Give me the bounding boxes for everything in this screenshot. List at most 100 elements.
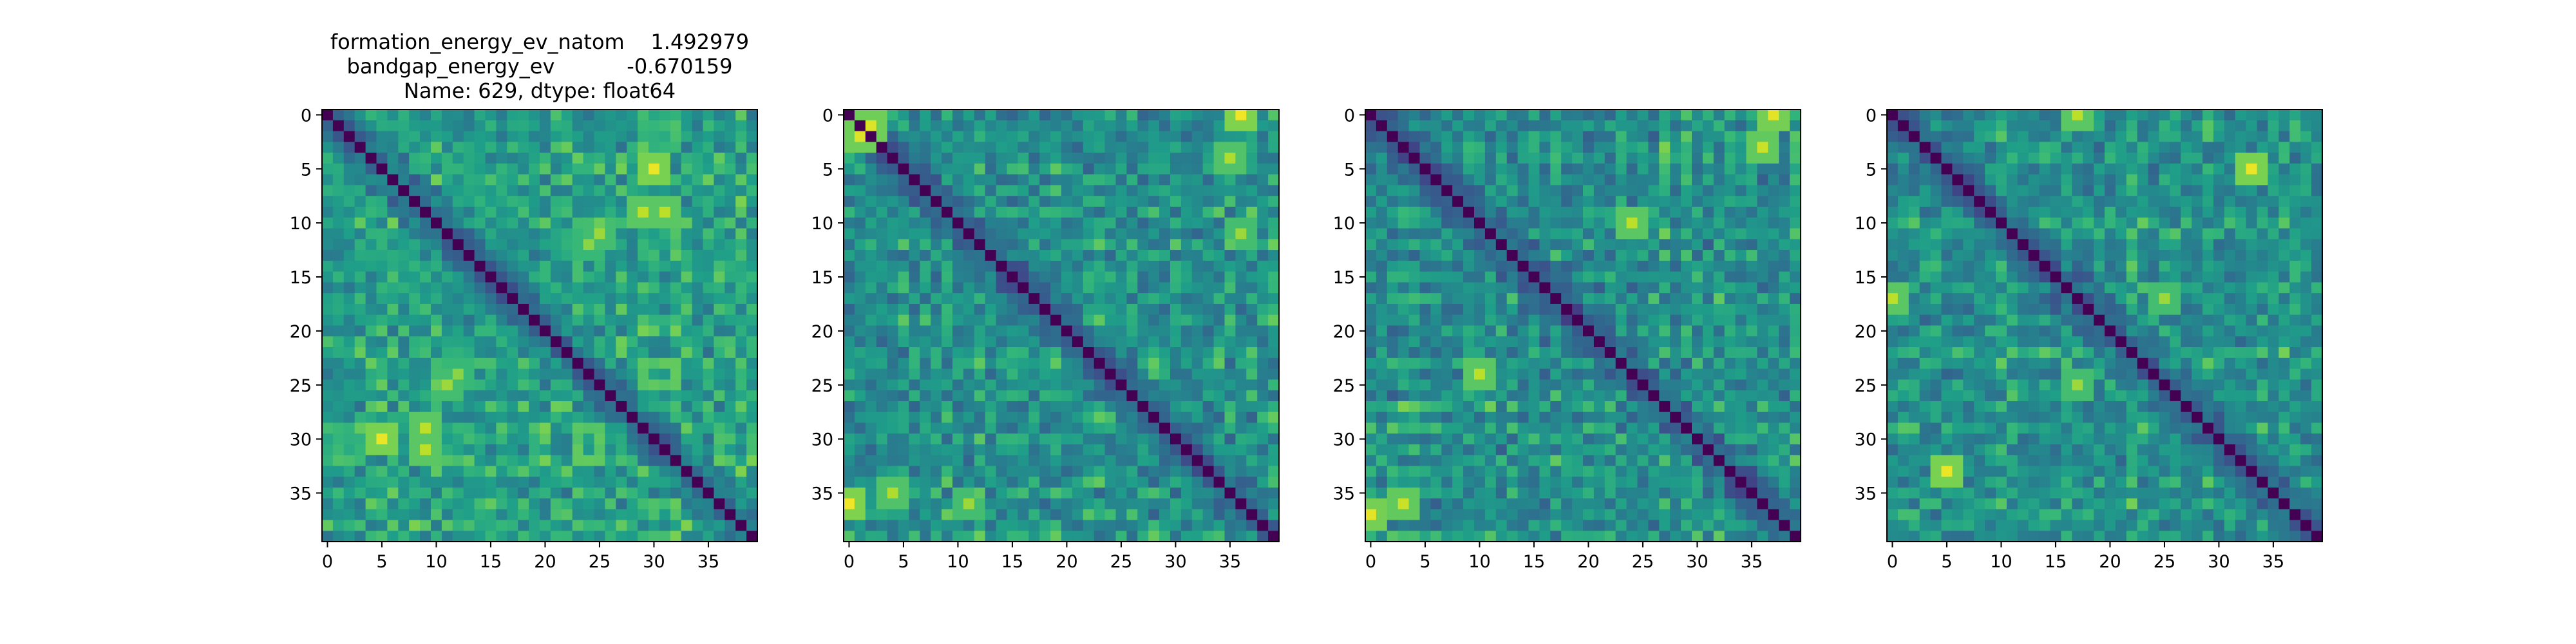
heatmap-cell xyxy=(1430,206,1442,218)
heatmap-cell xyxy=(1148,282,1160,294)
heatmap-cell xyxy=(1137,142,1149,153)
heatmap-cell xyxy=(1517,531,1530,542)
heatmap-cell xyxy=(659,379,671,391)
heatmap-cell xyxy=(1268,293,1280,305)
heatmap-cell xyxy=(1387,206,1399,218)
heatmap-cell xyxy=(1681,228,1692,240)
heatmap-cell xyxy=(1484,314,1497,327)
heatmap-cell xyxy=(2105,120,2116,132)
heatmap-cell xyxy=(1137,531,1149,542)
heatmap-cell xyxy=(1452,142,1464,153)
heatmap-cell xyxy=(1159,368,1171,380)
heatmap-cell xyxy=(354,466,366,477)
heatmap-cell xyxy=(1572,422,1584,434)
heatmap-cell xyxy=(1137,153,1149,164)
heatmap-cell xyxy=(1397,174,1410,186)
heatmap-cell xyxy=(1441,196,1453,207)
heatmap-cell xyxy=(649,390,660,402)
heatmap-cell xyxy=(1702,153,1714,164)
heatmap-cell xyxy=(1484,488,1497,499)
heatmap-cell xyxy=(1713,520,1725,531)
heatmap-cell xyxy=(1724,282,1736,294)
heatmap-cell xyxy=(387,422,399,434)
heatmap-cell xyxy=(1441,314,1453,327)
heatmap-cell xyxy=(463,455,475,467)
heatmap-cell xyxy=(1659,196,1671,207)
heatmap-cell xyxy=(529,422,540,434)
heatmap-cell xyxy=(561,488,573,499)
heatmap-cell xyxy=(1376,401,1388,413)
heatmap-cell xyxy=(1419,250,1431,261)
heatmap-cell xyxy=(692,185,704,196)
heatmap-cell xyxy=(996,325,1008,337)
heatmap-cell xyxy=(398,120,410,132)
heatmap-cell xyxy=(343,477,355,488)
heatmap-cell xyxy=(1528,433,1540,445)
heatmap-cell xyxy=(844,239,855,251)
heatmap-cell xyxy=(1018,477,1029,488)
heatmap-cell xyxy=(974,293,986,305)
heatmap-cell xyxy=(594,174,605,186)
heatmap-cell xyxy=(518,303,529,316)
heatmap-cell xyxy=(1430,488,1442,499)
heatmap-cell xyxy=(1506,357,1519,370)
heatmap-cell xyxy=(540,488,551,499)
heatmap-cell xyxy=(931,260,942,272)
heatmap-cell xyxy=(1028,206,1040,218)
heatmap-cell xyxy=(931,282,942,294)
heatmap-cell xyxy=(649,325,660,337)
heatmap-cell xyxy=(1648,293,1660,305)
heatmap-cell xyxy=(1474,153,1486,164)
heatmap-cell xyxy=(1170,509,1182,521)
heatmap-cell xyxy=(844,412,855,424)
heatmap-cell xyxy=(1235,498,1247,510)
heatmap-cell xyxy=(441,347,453,359)
heatmap-cell xyxy=(1180,520,1193,531)
heatmap-cell xyxy=(2017,120,2029,132)
heatmap-cell xyxy=(1246,347,1258,359)
heatmap-cell xyxy=(1007,217,1018,229)
heatmap-cell xyxy=(1604,239,1616,251)
heatmap-cell xyxy=(1583,520,1595,531)
heatmap-cell xyxy=(332,347,345,359)
heatmap-cell xyxy=(594,271,605,283)
heatmap-cell xyxy=(627,153,638,164)
heatmap-cell xyxy=(1365,520,1377,531)
heatmap-cell xyxy=(2050,109,2061,121)
heatmap-cell xyxy=(365,185,377,196)
heatmap-cell xyxy=(898,206,909,218)
heatmap-cell xyxy=(332,142,345,153)
heatmap-cell xyxy=(985,120,997,132)
heatmap-cell xyxy=(1506,303,1519,316)
heatmap-cell xyxy=(1115,379,1127,391)
heatmap-cell xyxy=(376,477,388,488)
heatmap-cell xyxy=(1441,466,1453,477)
heatmap-cell xyxy=(485,271,497,283)
heatmap-cell xyxy=(616,336,627,348)
heatmap-cell xyxy=(354,520,366,531)
heatmap-cell xyxy=(1670,477,1681,488)
heatmap-cell xyxy=(985,228,997,240)
heatmap-cell xyxy=(1681,520,1692,531)
heatmap-cell xyxy=(365,347,377,359)
heatmap-cell xyxy=(1268,109,1280,121)
heatmap-cell xyxy=(594,455,605,467)
heatmap-cell xyxy=(1408,217,1421,229)
heatmap-cell xyxy=(1637,509,1649,521)
heatmap-cell xyxy=(1735,239,1747,251)
heatmap-cell xyxy=(398,498,410,510)
heatmap-cell xyxy=(1539,153,1551,164)
heatmap-cell xyxy=(1137,293,1149,305)
heatmap-cell xyxy=(1224,455,1236,467)
heatmap-cell xyxy=(463,120,475,132)
heatmap-cell xyxy=(507,196,518,207)
heatmap-cell xyxy=(376,466,388,477)
heatmap-cell xyxy=(1104,282,1117,294)
heatmap-cell xyxy=(572,509,584,521)
heatmap-cell xyxy=(746,142,758,153)
heatmap-cell xyxy=(996,217,1008,229)
heatmap-cell xyxy=(2006,109,2018,121)
heatmap-cell xyxy=(1919,109,1931,121)
heatmap-cell xyxy=(1365,498,1377,510)
